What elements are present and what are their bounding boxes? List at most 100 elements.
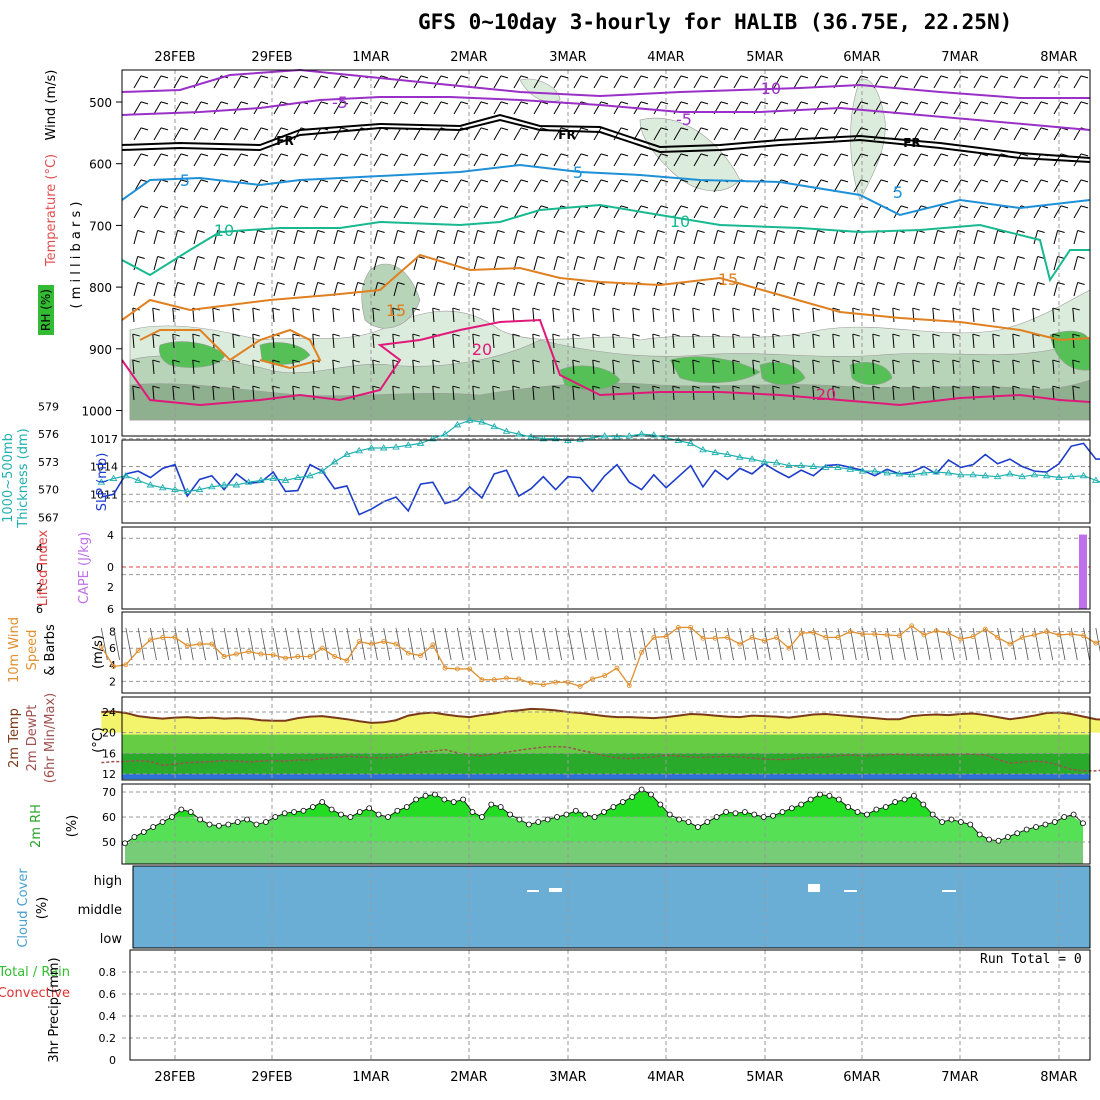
wind-barb-flag [917, 281, 925, 285]
cape-label: CAPE (J/kg) [77, 532, 92, 604]
wind-barb-flag [780, 153, 789, 157]
temp-label-b: 2m DewPt [25, 705, 40, 772]
wind-barb-flag [480, 179, 489, 183]
temp-tick-label: 24 [102, 706, 116, 719]
wind-barb-flag [712, 307, 720, 311]
temp-band-darkgreen [122, 753, 1090, 774]
wind-barb-staff [813, 256, 819, 271]
wind-barb-flag [260, 179, 269, 183]
wind-label-c: & Barbs [43, 624, 58, 676]
wind-barb-staff [713, 205, 722, 219]
wind-barb-staff [652, 360, 655, 375]
wind-barb-flag [692, 385, 700, 389]
temperature-contour-label: 10 [214, 221, 234, 240]
wind-barb-flag [880, 153, 889, 157]
rh2m-point [845, 804, 852, 810]
wind-barb-staff [612, 360, 615, 375]
wind-barb-staff [713, 75, 722, 89]
wind-barb-staff [613, 256, 619, 271]
wind-barb-flag [172, 385, 180, 389]
wind-barb-staff [993, 101, 1002, 115]
thickness-marker [1079, 471, 1088, 479]
wind-barb-flag [680, 75, 689, 79]
wind-barb-flag [660, 101, 669, 105]
wind-barb-flag [480, 205, 489, 209]
wind-speed-point [98, 644, 104, 649]
wind-barb-flag [477, 229, 485, 233]
wind-speed-point [847, 629, 853, 635]
wind-barb-staff [852, 308, 855, 323]
wind-barb-staff [433, 256, 439, 271]
wind-barb-flag [512, 359, 520, 363]
wind-barb-flag [720, 153, 729, 157]
wind-barb-flag [160, 75, 169, 79]
wind-barb-flag [932, 307, 940, 311]
wind-barb-staff [873, 179, 882, 193]
thickness-marker [429, 434, 437, 442]
wind-barb-flag [280, 127, 289, 131]
li-label: Lifted Index [36, 529, 51, 606]
thickness-marker [760, 458, 769, 465]
wind-barb-flag [1060, 179, 1069, 183]
thickness-marker [650, 431, 658, 438]
rh2m-point [723, 809, 729, 815]
thickness-marker [686, 439, 695, 446]
wind-barb-flag [677, 229, 685, 233]
wind-barb-flag [892, 359, 900, 363]
wind-barb-staff [732, 308, 735, 323]
wind-barb-flag [777, 229, 785, 233]
wind-barb-staff [493, 230, 499, 245]
wind-barb-staff [553, 101, 562, 115]
wind-barb-flag [720, 205, 729, 209]
cloud-label: Cloud Cover [16, 868, 31, 948]
wind-barb-staff [372, 386, 375, 401]
wind-barb-flag [260, 75, 269, 79]
wind-barb-staff [132, 334, 135, 349]
wind-speed-point [786, 645, 792, 651]
wind-barb-flag [812, 333, 820, 337]
wind-barb-flag [232, 307, 240, 311]
wind-barb-flag [732, 359, 740, 363]
wind-barb-flag [732, 333, 740, 337]
rh2m-point [281, 810, 288, 817]
thickness-line [101, 419, 1100, 493]
wind-barb-staff [213, 179, 222, 193]
wind-barb-staff [632, 334, 635, 349]
wind-barb-staff [273, 153, 282, 167]
wind-speed-point [700, 635, 706, 641]
wind-barb-staff [972, 334, 975, 349]
wind-barb-staff [233, 127, 242, 141]
surface-wind-barb [714, 627, 722, 661]
thickness-marker [1092, 476, 1100, 483]
temperature-contour-label: FR [276, 134, 293, 148]
wind-barb-flag [1080, 179, 1089, 183]
wind-barb-staff [1052, 386, 1055, 401]
wind-barb-flag [417, 229, 425, 233]
wind-barb-flag [1052, 307, 1060, 311]
wind-barb-staff [453, 153, 462, 167]
wind-speed-point [270, 652, 276, 658]
cape-tick-label: 6 [107, 603, 114, 616]
wind-barb-flag [972, 359, 980, 363]
wind-barb-flag [680, 153, 689, 157]
wind-barb-flag [832, 307, 840, 311]
wind-barb-flag [492, 385, 500, 389]
wind-tick-label: 8 [109, 626, 116, 639]
surface-wind-barb [641, 627, 648, 661]
wind-barb-flag [640, 153, 649, 157]
wind-barb-flag [372, 359, 380, 363]
wind-barb-flag [740, 127, 749, 131]
wind-barb-staff [892, 386, 895, 401]
wind-barb-staff [832, 360, 835, 375]
temp-tick-label: 16 [102, 747, 116, 760]
pressure-tick-label: 700 [89, 219, 112, 233]
wind-barb-flag [900, 75, 909, 79]
wind-barb-flag [192, 333, 200, 337]
wind-barb-staff [733, 230, 739, 245]
wind-barb-flag [940, 101, 949, 105]
wind-barb-staff [953, 205, 962, 219]
wind-barb-flag [652, 307, 660, 311]
wind-barb-staff [412, 360, 415, 375]
wind-barb-flag [200, 179, 209, 183]
surface-wind-barb [948, 627, 955, 661]
